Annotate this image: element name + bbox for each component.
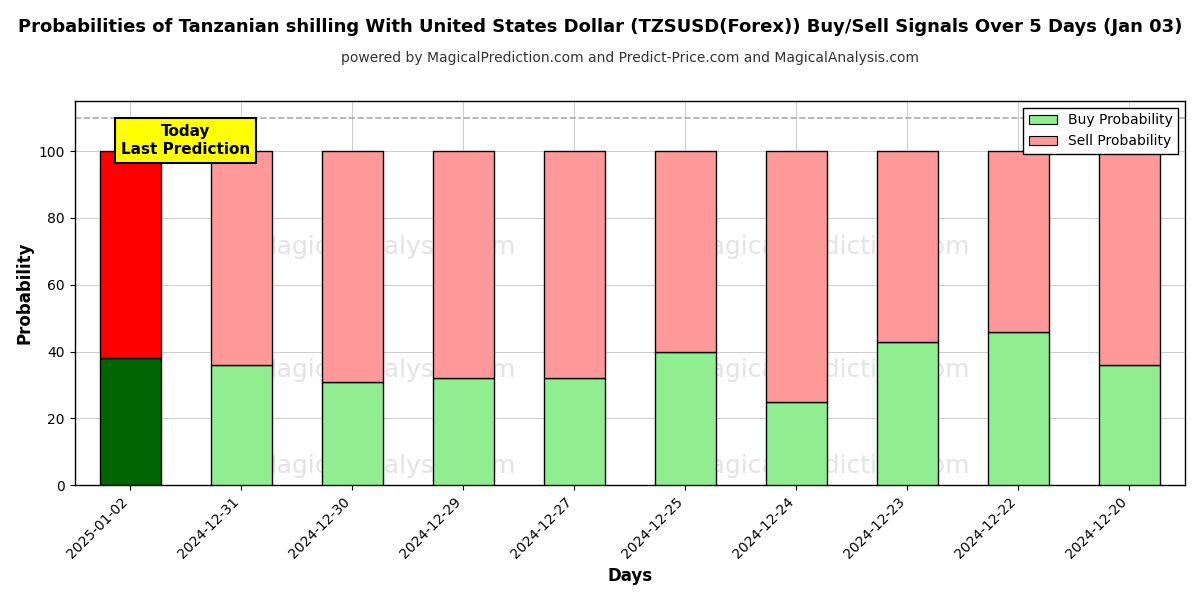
Legend: Buy Probability, Sell Probability: Buy Probability, Sell Probability bbox=[1024, 108, 1178, 154]
Text: MagicalAnalysis.com: MagicalAnalysis.com bbox=[256, 358, 516, 382]
Bar bbox=[877, 151, 938, 341]
Bar bbox=[766, 151, 827, 401]
Bar bbox=[988, 332, 1049, 485]
Bar bbox=[211, 365, 271, 485]
Text: MagicalPrediction.com: MagicalPrediction.com bbox=[689, 235, 971, 259]
Text: MagicalPrediction.com: MagicalPrediction.com bbox=[689, 454, 971, 478]
Text: Today
Last Prediction: Today Last Prediction bbox=[121, 124, 251, 157]
Bar bbox=[988, 151, 1049, 332]
Bar bbox=[100, 358, 161, 485]
Text: MagicalAnalysis.com: MagicalAnalysis.com bbox=[256, 454, 516, 478]
Bar bbox=[322, 151, 383, 382]
Bar bbox=[322, 382, 383, 485]
Bar bbox=[433, 151, 494, 379]
Title: powered by MagicalPrediction.com and Predict-Price.com and MagicalAnalysis.com: powered by MagicalPrediction.com and Pre… bbox=[341, 51, 919, 65]
Y-axis label: Probability: Probability bbox=[16, 242, 34, 344]
Bar bbox=[1099, 365, 1160, 485]
Text: MagicalPrediction.com: MagicalPrediction.com bbox=[689, 358, 971, 382]
Bar bbox=[655, 151, 716, 352]
Bar bbox=[100, 151, 161, 358]
Bar bbox=[433, 379, 494, 485]
Bar bbox=[655, 352, 716, 485]
Bar bbox=[211, 151, 271, 365]
Bar bbox=[766, 401, 827, 485]
Bar bbox=[1099, 151, 1160, 365]
Bar bbox=[877, 341, 938, 485]
X-axis label: Days: Days bbox=[607, 567, 653, 585]
Bar bbox=[544, 379, 605, 485]
Text: MagicalAnalysis.com: MagicalAnalysis.com bbox=[256, 235, 516, 259]
Text: Probabilities of Tanzanian shilling With United States Dollar (TZSUSD(Forex)) Bu: Probabilities of Tanzanian shilling With… bbox=[18, 18, 1182, 36]
Bar bbox=[544, 151, 605, 379]
